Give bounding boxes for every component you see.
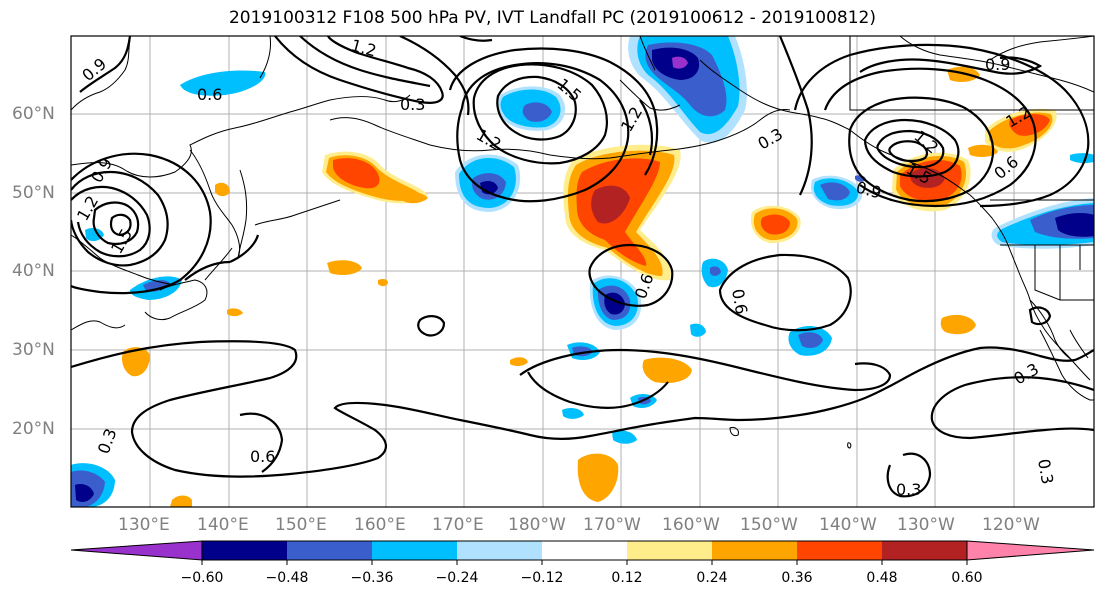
colorbar-bin [457,541,542,560]
lat-label: 40°N [12,261,55,281]
colorbar-bin [712,541,797,560]
lat-label: 50°N [12,183,55,203]
colorbar-high-extend [966,540,1095,561]
colorbar [70,540,1095,565]
colorbar-bin [882,541,967,560]
lat-label: 60°N [12,104,55,124]
colorbar-tick-label: 0.12 [611,570,643,586]
lon-label: 150°E [275,515,327,535]
lon-label: 170°W [583,515,641,535]
colorbar-bin [797,541,882,560]
lon-label: 150°W [740,515,798,535]
colorbar-tick-label: −0.60 [180,570,224,586]
lon-label: 140°W [819,515,877,535]
contour-label: 0.6 [250,447,275,466]
colorbar-tick-label: −0.48 [265,570,309,586]
contour-label: 0.9 [985,55,1010,74]
colorbar-tick-label: −0.36 [350,570,394,586]
contour-label: 0.3 [896,480,921,499]
colorbar-outline [201,540,968,561]
map-layers: 0.9 0.6 1.2 1.5 1.2 1.5 1.2 0.9 1.2 1.5 … [71,36,1094,507]
contour-label: 0.6 [728,287,751,315]
colorbar-low-extend [70,540,203,561]
map-title: 2019100312 F108 500 hPa PV, IVT Landfall… [228,8,876,28]
colorbar-tick-label: 0.60 [951,570,983,586]
colorbar-tick-label: −0.12 [520,570,564,586]
coastlines [71,36,1094,449]
lat-label: 20°N [12,419,55,439]
colorbar-tick-label: 0.48 [866,570,898,586]
lon-label: 160°E [354,515,406,535]
contour-label: 0.3 [1034,457,1057,485]
lon-label: 170°E [432,515,484,535]
lon-label: 120°W [982,515,1040,535]
lon-label: 130°E [118,515,170,535]
colorbar-bin [627,541,712,560]
colorbar-tick-label: 0.36 [781,570,813,586]
colorbar-tick-label: 0.24 [696,570,728,586]
gridlines [71,36,1094,507]
colorbar-bin [202,541,287,560]
colorbar-bin [542,541,627,560]
lon-label: 160°W [662,515,720,535]
lon-label: 180°W [508,515,566,535]
lat-label: 30°N [12,340,55,360]
colorbar-bin [287,541,372,560]
pv-positive-anomalies [122,66,1057,507]
colorbar-tick-label: −0.24 [435,570,479,586]
map-frame [70,35,1095,508]
lon-label: 140°E [197,515,249,535]
contour-label: 0.3 [400,95,425,114]
colorbar-bin [372,541,457,560]
contour-label: 0.6 [197,85,222,104]
lon-label: 130°W [897,515,955,535]
ivt-contours [71,36,1094,498]
